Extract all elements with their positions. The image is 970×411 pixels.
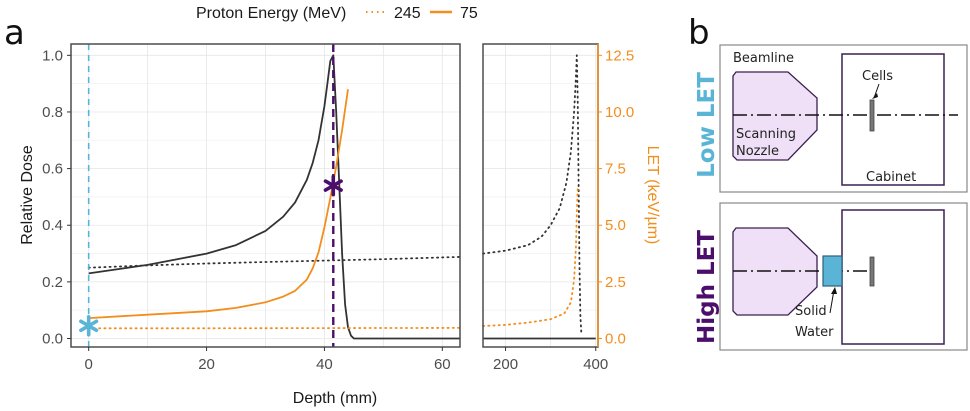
main-plot-series: [79, 44, 461, 347]
main-plot-grid: [71, 44, 460, 347]
star-marker-stroke: [323, 179, 343, 192]
high-let-label: High LET: [694, 230, 720, 344]
solid-water-block: [822, 255, 843, 287]
cells-sample: [869, 99, 875, 132]
legend-label-75: 75: [460, 5, 478, 22]
inset-plot-series: [482, 54, 596, 340]
y-tick-label: 0.2: [42, 274, 63, 291]
y-axis-title: Relative Dose: [19, 145, 36, 245]
cabinet-label: Cabinet: [866, 170, 916, 185]
x-tick-label: 400: [583, 356, 608, 373]
inset-plot-axes: 200 400 0.0 2.5 5.0 7.5 10.0 12.5: [493, 47, 634, 373]
y2-tick-label: 12.5: [605, 47, 634, 64]
x-tick-label: 60: [434, 356, 451, 373]
main-plot-axes: 0.0 0.2 0.4 0.6 0.8 1.0 0 20 40 60: [42, 47, 451, 373]
nozzle-label-line1: Scanning: [736, 127, 796, 142]
y-tick-label: 0.6: [42, 161, 63, 178]
y2-axis-title: LET (keV/µm): [644, 146, 661, 245]
panel-label-a: a: [4, 13, 25, 53]
main-plot-frame: [70, 43, 461, 348]
y2-tick-label: 10.0: [605, 104, 634, 121]
cells-sample-high: [869, 256, 875, 287]
x-tick-label: 200: [493, 356, 518, 373]
x-axis-title: Depth (mm): [293, 390, 377, 407]
star-marker-stroke: [79, 319, 99, 333]
legend-title: Proton Energy (MeV): [196, 5, 346, 22]
solid-water-arrow-head: [831, 287, 837, 294]
cells-label: Cells: [862, 69, 893, 84]
y2-tick-label: 7.5: [605, 161, 626, 178]
beamline-label: Beamline: [733, 51, 794, 66]
nozzle-label-line2: Nozzle: [736, 144, 779, 159]
y2-tick-label: 2.5: [605, 274, 626, 291]
star-marker-0: [79, 314, 99, 337]
solid-water-label-line2: Water: [795, 325, 834, 340]
legend: Proton Energy (MeV) 245 75: [196, 5, 478, 22]
solid-water-label-line1: Solid: [795, 304, 827, 319]
low-let-label: Low LET: [694, 72, 720, 178]
inset-series-let-245-mev: [482, 188, 579, 327]
x-tick-label: 0: [85, 356, 93, 373]
x-tick-label: 40: [316, 356, 333, 373]
y-tick-label: 0.4: [42, 217, 63, 234]
y-tick-label: 0.8: [42, 104, 63, 121]
low-let-diagram: Low LET Beamline Scanning Nozzle Cells C…: [694, 44, 968, 193]
y2-tick-label: 5.0: [605, 217, 626, 234]
inset-series-dose-245-mev: [482, 54, 583, 334]
inset-plot-grid: [483, 44, 598, 347]
cells-arrow-head: [872, 93, 878, 99]
y-tick-label: 0.0: [42, 331, 63, 348]
y2-tick-label: 0.0: [605, 331, 626, 348]
high-let-diagram: High LET Solid Water: [694, 202, 968, 351]
star-marker-1: [323, 174, 343, 197]
cabinet-box: [841, 53, 945, 186]
y-tick-label: 1.0: [42, 47, 63, 64]
panel-label-b: b: [688, 13, 710, 53]
main-series-dose-75-mev: [88, 54, 460, 340]
x-tick-label: 20: [198, 356, 215, 373]
inset-plot-frame: [482, 43, 599, 348]
legend-label-245: 245: [394, 5, 421, 22]
scanning-nozzle-shape: [732, 71, 818, 161]
main-series-let-75-mev: [88, 89, 349, 319]
main-series-dose-245-mev: [87, 255, 461, 269]
